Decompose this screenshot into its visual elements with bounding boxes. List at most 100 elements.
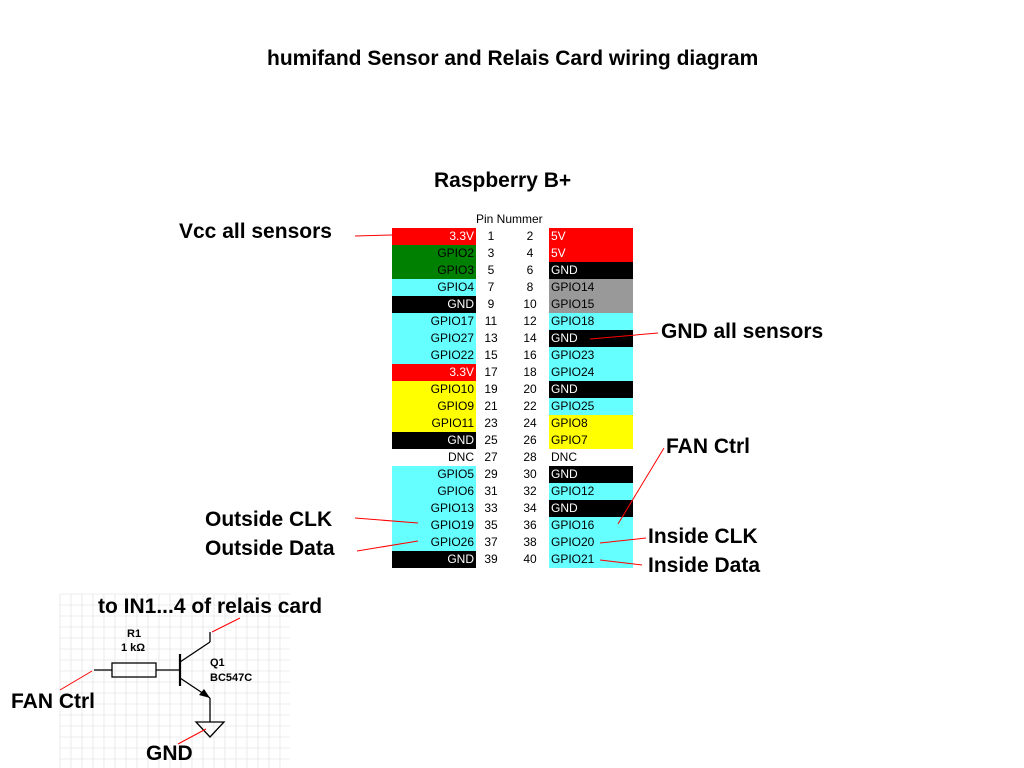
- pin-left-label: GPIO11: [392, 415, 476, 432]
- pin-number-left: 15: [484, 348, 498, 362]
- leader-vcc: [354, 234, 393, 237]
- leader-outside-clk: [354, 517, 419, 524]
- pin-number-right: 22: [523, 399, 537, 413]
- leader-schem-fan: [59, 670, 93, 691]
- pin-right-label: DNC: [549, 449, 633, 466]
- pin-number-left: 35: [484, 518, 498, 532]
- pin-right-label: GPIO20: [549, 534, 633, 551]
- pin-right-label: GPIO25: [549, 398, 633, 415]
- pin-number-right: 36: [523, 518, 537, 532]
- pin-number-right: 34: [523, 501, 537, 515]
- transistor-collector: [179, 641, 211, 663]
- pin-row: GPIO4 7 8 GPIO14: [392, 279, 633, 296]
- pin-number-right: 32: [523, 484, 537, 498]
- pin-number-right: 20: [523, 382, 537, 396]
- pin-right-label: GPIO8: [549, 415, 633, 432]
- pin-row: GPIO13 33 34 GND: [392, 500, 633, 517]
- pin-row: GND 9 10 GPIO15: [392, 296, 633, 313]
- emitter-arrow: [199, 689, 210, 698]
- pin-number-right: 40: [523, 552, 537, 566]
- pin-row: GPIO17 11 12 GPIO18: [392, 313, 633, 330]
- pin-number-left: 37: [484, 535, 498, 549]
- pin-number-right: 38: [523, 535, 537, 549]
- pin-number-right: 16: [523, 348, 537, 362]
- pin-number-right: 24: [523, 416, 537, 430]
- leader-relais: [211, 617, 241, 633]
- pin-number-right: 2: [526, 229, 534, 243]
- pin-number-left: 25: [484, 433, 498, 447]
- pin-row: GPIO2 3 4 5V: [392, 245, 633, 262]
- callout-inside-clk: Inside CLK: [648, 525, 758, 548]
- pin-number-left: 29: [484, 467, 498, 481]
- pin-number-right: 28: [523, 450, 537, 464]
- leader-schem-gnd: [177, 728, 207, 745]
- callout-fan-ctrl: FAN Ctrl: [666, 435, 750, 458]
- pin-number-left: 17: [484, 365, 498, 379]
- pin-number-left: 11: [484, 314, 498, 328]
- pin-left-label: GPIO2: [392, 245, 476, 262]
- pin-right-label: 5V: [549, 245, 633, 262]
- pin-row: GPIO3 5 6 GND: [392, 262, 633, 279]
- pin-row: GND 25 26 GPIO7: [392, 432, 633, 449]
- callout-outside-clk: Outside CLK: [205, 508, 333, 531]
- pin-left-label: GPIO4: [392, 279, 476, 296]
- pin-number-left: 13: [484, 331, 498, 345]
- schematic-gnd-label: GND: [146, 742, 193, 765]
- transistor-name: Q1: [210, 657, 225, 669]
- pin-number-right: 4: [526, 246, 534, 260]
- pin-right-label: GPIO18: [549, 313, 633, 330]
- pin-left-label: GPIO27: [392, 330, 476, 347]
- leader-fan: [617, 447, 665, 525]
- pin-left-label: GPIO26: [392, 534, 476, 551]
- pin-number-left: 9: [487, 297, 495, 311]
- pin-left-label: GPIO5: [392, 466, 476, 483]
- pin-number-left: 19: [484, 382, 498, 396]
- schematic-grid: [59, 593, 290, 768]
- pin-row: GPIO9 21 22 GPIO25: [392, 398, 633, 415]
- pin-left-label: GPIO19: [392, 517, 476, 534]
- pin-number-right: 30: [523, 467, 537, 481]
- pin-number-left: 1: [487, 229, 495, 243]
- pin-right-label: GND: [549, 500, 633, 517]
- pin-left-label: GPIO13: [392, 500, 476, 517]
- resistor-r1: [111, 662, 157, 678]
- callout-vcc: Vcc all sensors: [179, 220, 332, 243]
- pin-number-left: 39: [484, 552, 498, 566]
- resistor-value: 1 kΩ: [121, 642, 146, 654]
- pin-right-label: GPIO7: [549, 432, 633, 449]
- pin-number-left: 31: [484, 484, 498, 498]
- pin-right-label: GND: [549, 466, 633, 483]
- pin-row: GPIO19 35 36 GPIO16: [392, 517, 633, 534]
- callout-gnd: GND all sensors: [661, 320, 824, 343]
- pin-left-label: DNC: [392, 449, 476, 466]
- callout-inside-data: Inside Data: [648, 554, 761, 577]
- pin-number-right: 26: [523, 433, 537, 447]
- pin-row: GPIO22 15 16 GPIO23: [392, 347, 633, 364]
- pin-row: 3.3V 17 18 GPIO24: [392, 364, 633, 381]
- resistor-name: R1: [127, 628, 142, 640]
- board-name: Raspberry B+: [434, 169, 572, 192]
- pin-right-label: GPIO23: [549, 347, 633, 364]
- pin-number-right: 8: [526, 280, 534, 294]
- pin-left-label: GPIO6: [392, 483, 476, 500]
- pin-number-header: Pin Nummer: [476, 212, 543, 226]
- pin-number-left: 27: [484, 450, 498, 464]
- pin-left-label: GPIO3: [392, 262, 476, 279]
- pin-number-left: 5: [487, 263, 495, 277]
- pin-number-right: 10: [523, 297, 537, 311]
- pin-number-right: 6: [526, 263, 534, 277]
- pin-row: GPIO10 19 20 GND: [392, 381, 633, 398]
- pin-right-label: GPIO15: [549, 296, 633, 313]
- pin-number-right: 12: [523, 314, 537, 328]
- pin-left-label: GND: [392, 296, 476, 313]
- pin-right-label: GND: [549, 381, 633, 398]
- pin-row: 3.3V 1 2 5V: [392, 228, 633, 245]
- pin-left-label: GPIO9: [392, 398, 476, 415]
- pin-right-label: GPIO14: [549, 279, 633, 296]
- pin-number-left: 3: [487, 246, 495, 260]
- pin-left-label: GPIO17: [392, 313, 476, 330]
- leader-inside-clk: [599, 537, 647, 544]
- pin-left-label: 3.3V: [392, 364, 476, 381]
- diagram-title: humifand Sensor and Relais Card wiring d…: [267, 47, 759, 70]
- pin-right-label: GND: [549, 262, 633, 279]
